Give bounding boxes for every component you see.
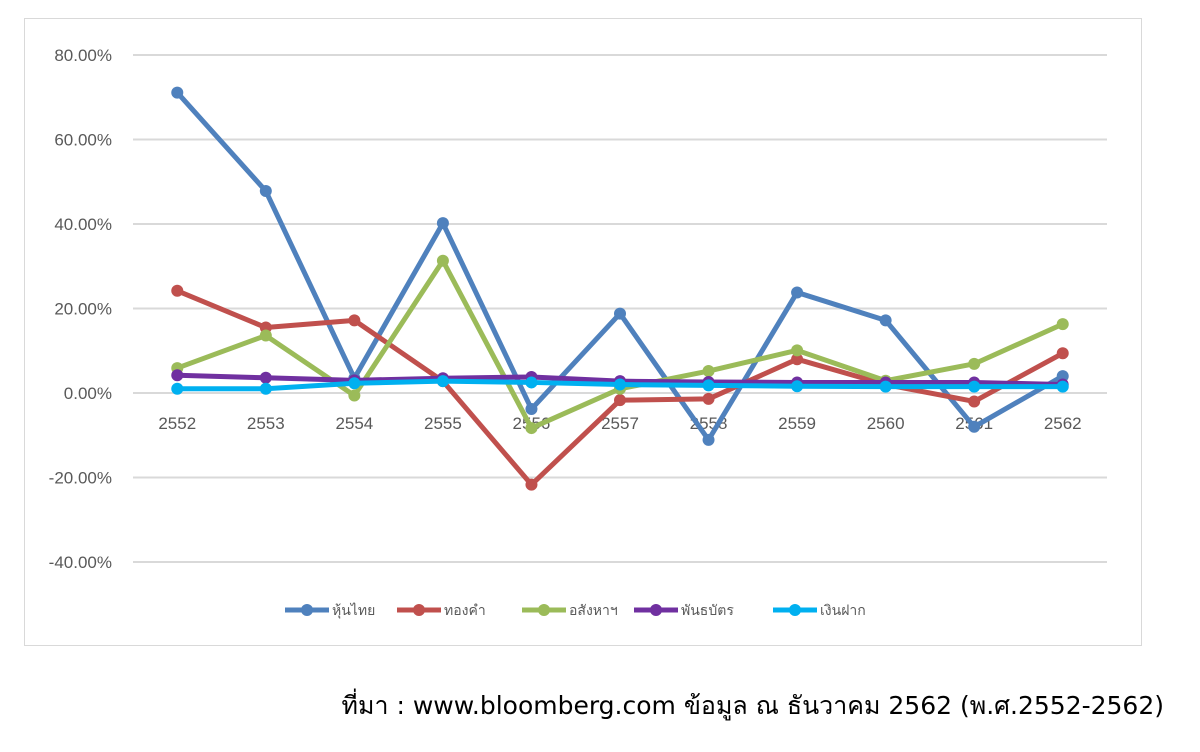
legend-marker: [650, 604, 662, 616]
data-point: [259, 329, 272, 342]
legend-marker: [413, 604, 425, 616]
x-tick-label: 2554: [335, 414, 373, 433]
data-point: [791, 380, 804, 393]
data-point: [1056, 370, 1069, 383]
legend-label: เงินฝาก: [820, 603, 866, 619]
data-point: [702, 379, 715, 392]
y-tick-label: 80.00%: [54, 46, 112, 65]
data-point: [171, 382, 184, 395]
data-point: [348, 389, 361, 402]
data-point: [1056, 380, 1069, 393]
data-point: [614, 307, 626, 320]
legend-item: หุ้นไทย: [285, 602, 375, 619]
data-point: [436, 217, 449, 230]
y-tick-label: 60.00%: [54, 131, 112, 150]
data-point: [879, 380, 892, 393]
x-tick-label: 2562: [1044, 414, 1082, 433]
series-เงินฝาก: [171, 375, 1069, 395]
legend-item: พันธบัตร: [634, 603, 734, 619]
data-point: [968, 395, 981, 408]
series-อสังหาฯ: [171, 254, 1069, 435]
data-point: [525, 478, 538, 491]
data-point: [702, 392, 715, 405]
legend-marker: [301, 604, 313, 616]
data-point: [791, 344, 804, 357]
legend-label: หุ้นไทย: [332, 602, 375, 619]
data-point: [171, 86, 184, 99]
data-point: [525, 422, 538, 435]
data-point: [614, 394, 626, 407]
x-tick-label: 2552: [158, 414, 196, 433]
data-point: [259, 382, 272, 395]
data-point: [171, 284, 184, 297]
data-point: [1056, 318, 1069, 331]
data-point: [436, 254, 449, 267]
source-note: ที่มา : www.bloomberg.com ข้อมูล ณ ธันวา…: [341, 691, 1164, 720]
chart-frame: [24, 18, 1142, 646]
data-point: [348, 377, 361, 390]
legend-item: อสังหาฯ: [522, 603, 618, 619]
data-point: [791, 286, 804, 299]
legend-marker: [538, 604, 550, 616]
data-point: [968, 420, 981, 433]
y-axis-ticks: 80.00% 60.00% 40.00% 20.00% 0.00% -20.00% -40.…: [49, 46, 112, 572]
y-tick-label: 20.00%: [54, 300, 112, 319]
line-chart: 80.00% 60.00% 40.00% 20.00% 0.00% -20.00% -40.…: [49, 46, 1107, 619]
legend: หุ้นไทย ทองคำ อสังหาฯ พันธบัตร เงินฝาก: [285, 602, 866, 619]
data-point: [968, 380, 981, 393]
data-point: [791, 353, 804, 366]
data-point: [525, 376, 538, 389]
data-point: [1056, 347, 1069, 360]
y-tick-label: -20.00%: [49, 469, 112, 488]
data-point: [702, 433, 715, 446]
x-axis-ticks: 2552255325542555255625572558255925602561…: [158, 414, 1081, 433]
data-point: [259, 185, 272, 198]
data-point: [614, 378, 626, 391]
legend-label: ทองคำ: [444, 603, 486, 619]
y-tick-label: 0.00%: [64, 384, 112, 403]
x-tick-label: 2553: [247, 414, 285, 433]
data-point: [968, 357, 981, 370]
x-tick-label: 2555: [424, 414, 462, 433]
data-point: [348, 314, 361, 327]
series-หุ้นไทย: [171, 86, 1069, 446]
data-point: [525, 403, 538, 416]
series-lines: [171, 86, 1069, 491]
legend-item: ทองคำ: [397, 603, 486, 619]
y-tick-label: 40.00%: [54, 215, 112, 234]
x-tick-label: 2559: [778, 414, 816, 433]
x-tick-label: 2557: [601, 414, 639, 433]
x-tick-label: 2560: [867, 414, 905, 433]
y-tick-label: -40.00%: [49, 553, 112, 572]
data-point: [879, 314, 892, 327]
legend-item: เงินฝาก: [773, 603, 866, 619]
legend-label: อสังหาฯ: [569, 603, 618, 619]
legend-marker: [789, 604, 801, 616]
data-point: [702, 365, 715, 378]
data-point: [171, 369, 184, 382]
data-point: [436, 375, 449, 388]
data-point: [259, 371, 272, 384]
legend-label: พันธบัตร: [681, 603, 734, 619]
